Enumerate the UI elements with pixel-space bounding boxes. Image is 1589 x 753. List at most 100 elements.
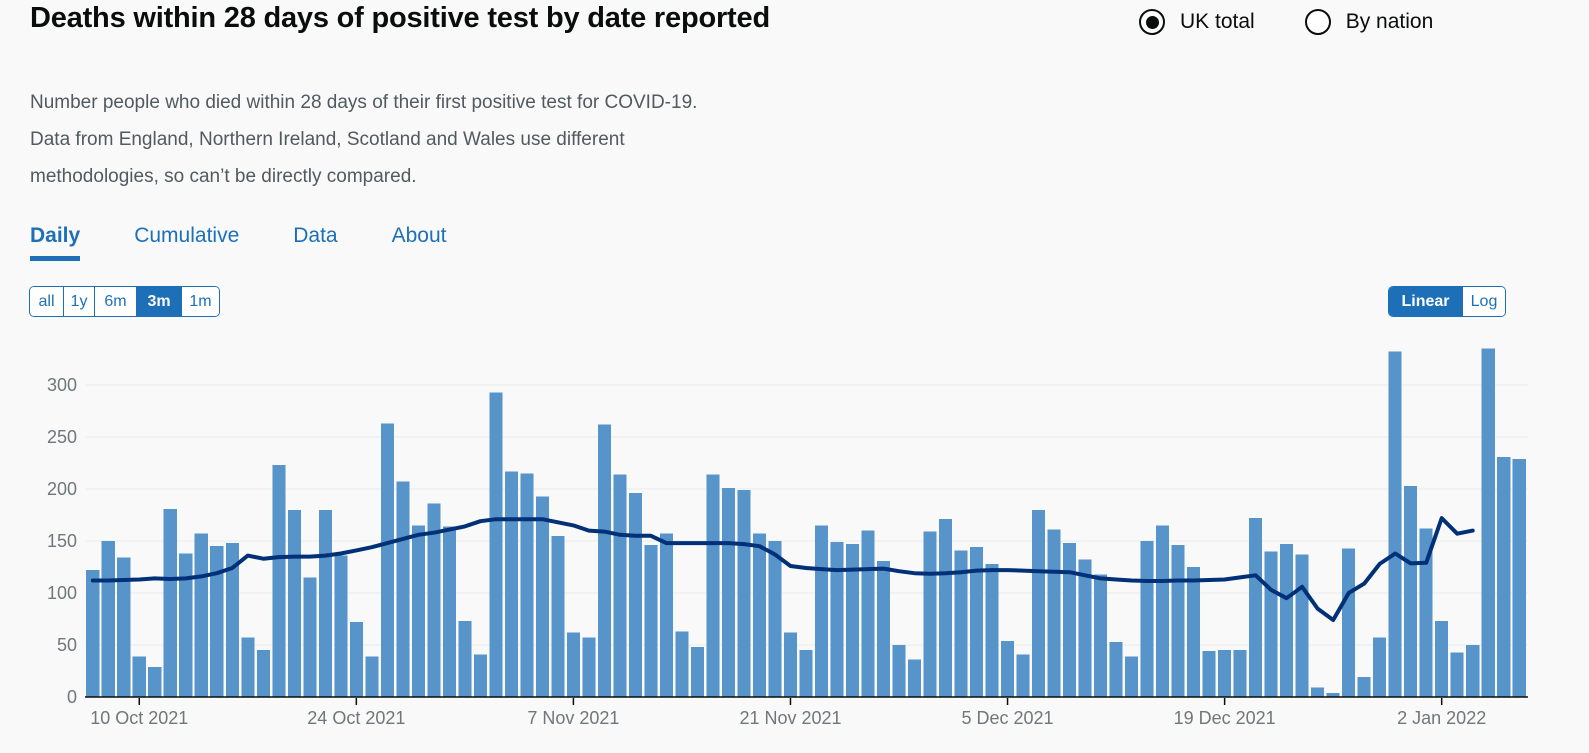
bar[interactable]: [1249, 518, 1263, 697]
bar[interactable]: [876, 560, 891, 697]
bar[interactable]: [1202, 651, 1216, 697]
bar[interactable]: [1466, 645, 1480, 697]
range-1m-button[interactable]: 1m: [182, 287, 219, 316]
bar[interactable]: [225, 543, 239, 697]
bar[interactable]: [365, 656, 379, 697]
bar[interactable]: [814, 525, 829, 697]
bar[interactable]: [1047, 529, 1061, 697]
bar[interactable]: [396, 481, 410, 697]
bar[interactable]: [1481, 348, 1495, 697]
bar[interactable]: [799, 650, 813, 697]
bar[interactable]: [566, 632, 580, 697]
bar[interactable]: [194, 533, 208, 697]
bar[interactable]: [504, 471, 518, 697]
bar[interactable]: [535, 496, 549, 697]
bar[interactable]: [179, 553, 193, 697]
bar[interactable]: [1233, 650, 1247, 697]
bar[interactable]: [1373, 637, 1387, 697]
bar[interactable]: [675, 631, 689, 697]
bar[interactable]: [1078, 559, 1092, 697]
bar[interactable]: [721, 487, 736, 697]
bar[interactable]: [1094, 574, 1108, 697]
bar[interactable]: [1171, 545, 1185, 697]
bar[interactable]: [783, 632, 798, 697]
radio-by-nation[interactable]: By nation: [1304, 9, 1433, 35]
bar[interactable]: [737, 490, 751, 697]
bar[interactable]: [752, 533, 767, 697]
bar[interactable]: [1311, 687, 1325, 697]
radio-uk-total[interactable]: UK total: [1139, 9, 1255, 35]
bar[interactable]: [458, 621, 472, 697]
bar[interactable]: [582, 637, 596, 697]
bar[interactable]: [1001, 640, 1015, 697]
bar[interactable]: [644, 545, 658, 697]
bar[interactable]: [938, 519, 953, 697]
bar[interactable]: [442, 526, 456, 697]
bar[interactable]: [1497, 456, 1511, 697]
bar[interactable]: [1125, 656, 1139, 697]
bar[interactable]: [1512, 458, 1526, 697]
bar[interactable]: [411, 525, 425, 697]
bar[interactable]: [768, 541, 782, 697]
bar[interactable]: [1404, 485, 1418, 697]
bar[interactable]: [303, 577, 317, 697]
bar[interactable]: [1435, 621, 1449, 697]
bar[interactable]: [520, 473, 534, 697]
bar[interactable]: [272, 465, 286, 697]
bar[interactable]: [830, 542, 844, 697]
bar[interactable]: [1388, 351, 1402, 697]
bar[interactable]: [845, 544, 860, 697]
range-all-button[interactable]: all: [30, 287, 64, 316]
bar[interactable]: [613, 474, 627, 697]
bar[interactable]: [892, 645, 906, 697]
bar[interactable]: [86, 570, 100, 697]
range-3m-button[interactable]: 3m: [137, 287, 182, 316]
bar[interactable]: [334, 555, 348, 697]
bar[interactable]: [318, 509, 332, 697]
bar[interactable]: [148, 666, 162, 697]
bar[interactable]: [1140, 541, 1154, 697]
bar[interactable]: [1342, 548, 1356, 697]
bar[interactable]: [489, 392, 503, 697]
bar[interactable]: [1295, 554, 1309, 697]
bar[interactable]: [954, 550, 968, 697]
bar[interactable]: [551, 535, 565, 697]
tab-daily[interactable]: Daily: [30, 224, 81, 261]
bar[interactable]: [132, 656, 146, 697]
bar[interactable]: [256, 650, 270, 697]
range-6m-button[interactable]: 6m: [95, 287, 137, 316]
bar[interactable]: [210, 546, 224, 697]
bar[interactable]: [659, 533, 673, 697]
bar[interactable]: [1156, 525, 1170, 697]
scale-log-button[interactable]: Log: [1463, 287, 1505, 316]
bar[interactable]: [1187, 567, 1201, 697]
bar[interactable]: [1450, 652, 1464, 697]
bar[interactable]: [1016, 654, 1030, 697]
scale-linear-button[interactable]: Linear: [1389, 287, 1463, 316]
bar[interactable]: [907, 659, 922, 697]
bar[interactable]: [1063, 543, 1077, 697]
bar[interactable]: [349, 622, 363, 697]
bar[interactable]: [427, 503, 441, 697]
bar[interactable]: [473, 654, 487, 697]
bar[interactable]: [690, 647, 704, 697]
bar[interactable]: [1419, 528, 1433, 697]
bar[interactable]: [241, 637, 255, 697]
bar[interactable]: [923, 531, 937, 697]
bar[interactable]: [1280, 544, 1294, 697]
range-1y-button[interactable]: 1y: [64, 287, 95, 316]
bar[interactable]: [1032, 509, 1046, 697]
bar[interactable]: [969, 547, 984, 697]
bar[interactable]: [985, 563, 999, 697]
bar[interactable]: [1326, 692, 1340, 697]
bar[interactable]: [287, 509, 301, 697]
tab-cumulative[interactable]: Cumulative: [134, 224, 240, 247]
bar[interactable]: [1109, 641, 1123, 697]
bar[interactable]: [1218, 650, 1232, 697]
bar[interactable]: [1357, 677, 1371, 697]
bar[interactable]: [117, 557, 131, 697]
bar[interactable]: [628, 493, 642, 697]
bar[interactable]: [163, 508, 177, 697]
bar[interactable]: [861, 530, 875, 697]
tab-about[interactable]: About: [391, 224, 447, 247]
